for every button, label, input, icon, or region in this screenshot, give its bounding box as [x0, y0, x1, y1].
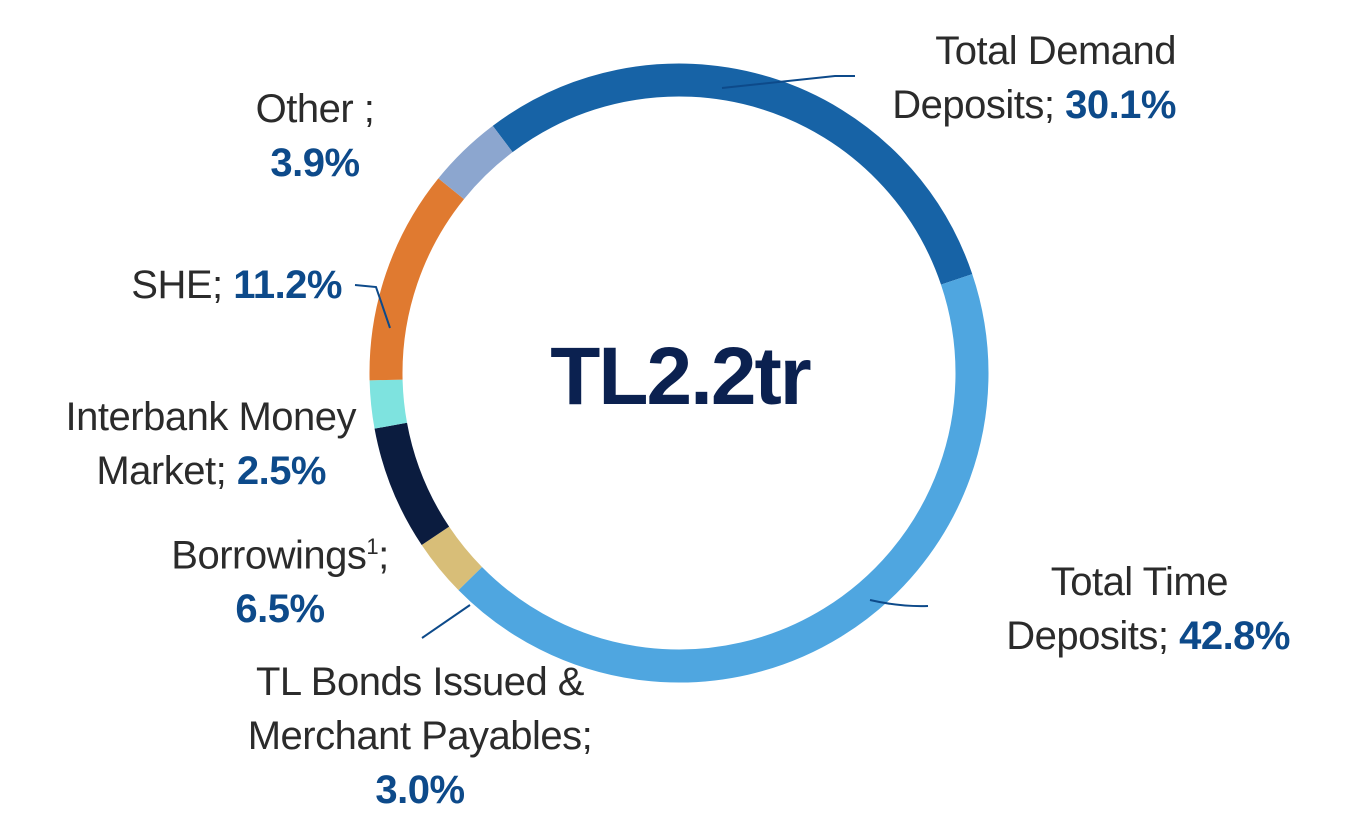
label-total-time-deposits: Total Time Deposits; 42.8%	[920, 555, 1290, 663]
value-demand: 30.1%	[1065, 83, 1176, 127]
leader-lines	[354, 75, 929, 639]
leader-line-demand	[721, 75, 855, 89]
label-interbank-line2: Market;	[96, 449, 227, 493]
leader-line-time	[869, 599, 929, 608]
label-interbank: Interbank Money Market; 2.5%	[10, 390, 357, 498]
value-interbank: 2.5%	[236, 449, 327, 493]
value-bonds: 3.0%	[375, 768, 465, 812]
slice-interbank-money-market	[369, 379, 408, 429]
slice-borrowings	[374, 422, 450, 545]
value-time: 42.8%	[1179, 614, 1290, 658]
value-other: 3.9%	[270, 141, 360, 185]
label-borrowings-suffix: ;	[378, 533, 389, 578]
slice-she	[369, 178, 465, 381]
label-total-demand-deposits: Total Demand Deposits; 30.1%	[840, 24, 1176, 132]
leader-line-bonds	[421, 604, 471, 639]
label-bonds-line2: Merchant Payables;	[247, 714, 593, 758]
slice-other	[438, 125, 513, 200]
label-interbank-line1: Interbank Money	[65, 395, 357, 439]
label-time-line1: Total Time	[1050, 560, 1229, 604]
label-tl-bonds: TL Bonds Issued & Merchant Payables; 3.0…	[210, 655, 630, 817]
label-borrowings-text: Borrowings	[171, 533, 367, 578]
value-she: 11.2%	[233, 263, 342, 307]
label-time-line2: Deposits;	[1006, 614, 1169, 658]
value-borrowings: 6.5%	[235, 587, 325, 632]
label-demand-line1: Total Demand	[935, 29, 1176, 73]
label-other: Other ; 3.9%	[215, 82, 415, 190]
label-borrowings: Borrowings1; 6.5%	[140, 520, 420, 636]
footnote-marker: 1	[366, 534, 379, 559]
label-demand-line2: Deposits;	[892, 83, 1055, 127]
slice-total-time-deposits	[458, 274, 989, 683]
donut-slices	[369, 63, 989, 683]
label-she: SHE; 11.2%	[60, 258, 342, 312]
label-other-text: Other ;	[255, 87, 375, 131]
label-she-text: SHE;	[131, 263, 223, 307]
leader-line-she	[354, 284, 391, 329]
label-bonds-line1: TL Bonds Issued &	[256, 660, 584, 704]
slice-total-demand-deposits	[492, 63, 973, 285]
slice-tl-bonds-issued-merchant-payables	[421, 526, 483, 591]
center-total: TL2.2tr	[550, 331, 811, 422]
